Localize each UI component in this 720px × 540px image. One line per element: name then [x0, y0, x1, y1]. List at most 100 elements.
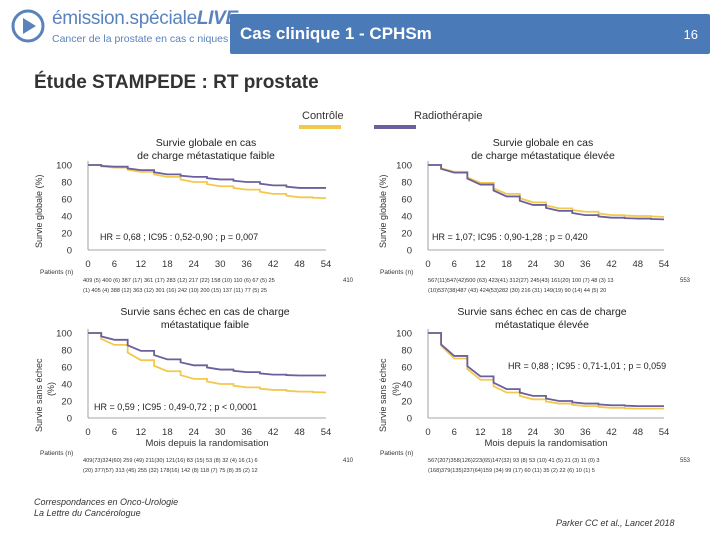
y-tick-label: 40 — [401, 380, 412, 391]
x-tick-label: 48 — [294, 259, 305, 270]
patients-row-radiotherapy: (1) 405 (4) 388 (12) 363 (12) 301 (16) 2… — [83, 288, 267, 294]
x-tick-label: 54 — [659, 427, 670, 438]
chart-title-line1: Survie globale en cas — [493, 137, 593, 149]
x-tick-label: 18 — [501, 427, 512, 438]
patients-label: Patients (n) — [40, 450, 73, 457]
chart-title-line2: métastatique faible — [161, 319, 249, 331]
hr-annotation: HR = 0,59 ; IC95 : 0,49-0,72 ; p < 0,000… — [94, 402, 257, 412]
footer-reference: Parker CC et al., Lancet 2018 — [556, 518, 675, 528]
footer-source-line1: Correspondances en Onco-Urologie — [34, 497, 179, 507]
slide-header: émission.spécialeLIVE Cancer de la prost… — [0, 0, 720, 60]
logo-subtitle: Cancer de la prostate en cas c niques — [52, 33, 229, 45]
patients-label: Patients (n) — [380, 450, 413, 457]
patients-row-control: 409 (5) 400 (6) 387 (17) 361 (17) 283 (1… — [83, 278, 275, 284]
chart-title-line2: de charge métastatique faible — [137, 150, 275, 162]
patients-total: 553 — [680, 458, 691, 464]
y-tick-label: 100 — [56, 329, 72, 340]
y-tick-label: 60 — [401, 363, 412, 374]
patients-label: Patients (n) — [380, 269, 413, 276]
x-tick-label: 0 — [425, 259, 430, 270]
chart-title-line2: de charge métastatique élevée — [471, 150, 615, 162]
series-line-radiotherapy — [428, 164, 665, 221]
chart-title-line1: Survie globale en cas — [156, 137, 256, 149]
x-tick-label: 12 — [136, 259, 147, 270]
x-tick-label: 0 — [425, 427, 430, 438]
x-tick-label: 54 — [321, 427, 332, 438]
y-tick-label: 60 — [61, 195, 72, 206]
x-tick-label: 54 — [321, 259, 332, 270]
logo-title: émission.spécialeLIVE — [52, 8, 238, 29]
hr-annotation: HR = 0,88 ; IC95 : 0,71-1,01 ; p = 0,059 — [508, 361, 666, 371]
x-tick-label: 6 — [452, 427, 457, 438]
x-tick-label: 36 — [241, 427, 252, 438]
x-tick-label: 42 — [268, 427, 279, 438]
chart-title-line2: métastatique élevée — [495, 319, 589, 331]
x-tick-label: 18 — [162, 427, 173, 438]
x-tick-label: 6 — [452, 259, 457, 270]
x-tick-label: 18 — [162, 259, 173, 270]
series-line-control — [88, 332, 327, 394]
y-tick-label: 60 — [401, 195, 412, 206]
y-tick-label: 40 — [61, 380, 72, 391]
y-tick-label: 0 — [67, 414, 72, 425]
y-tick-label: 20 — [401, 397, 412, 408]
footer-source-line2: La Lettre du Cancérologue — [34, 508, 141, 518]
x-tick-label: 24 — [188, 259, 199, 270]
legend-rt-label: Radiothérapie — [414, 110, 483, 122]
patients-row-radiotherapy: (10)537(38)487 (43) 424(53)282 (30) 216 … — [428, 288, 606, 294]
x-tick-label: 6 — [112, 259, 117, 270]
y-tick-label: 60 — [61, 363, 72, 374]
x-tick-label: 12 — [475, 427, 486, 438]
patients-row-radiotherapy: (168)379(135)237(64)159 (34) 99 (17) 60 … — [428, 468, 595, 474]
y-tick-label: 0 — [407, 246, 412, 257]
x-tick-label: 48 — [632, 427, 643, 438]
x-tick-label: 42 — [606, 427, 617, 438]
title-bar: Cas clinique 1 - CPHSm 16 — [230, 14, 710, 54]
x-axis-title: Mois depuis la randomisation — [145, 438, 268, 449]
x-axis-title: Mois depuis la randomisation — [484, 438, 607, 449]
patients-label: Patients (n) — [40, 269, 73, 276]
x-tick-label: 30 — [215, 427, 226, 438]
legend-control-line — [299, 125, 341, 129]
legend-control-label: Contrôle — [302, 110, 344, 122]
y-tick-label: 80 — [61, 178, 72, 189]
chart-title-line1: Survie sans échec en cas de charge — [120, 306, 289, 318]
x-tick-label: 48 — [632, 259, 643, 270]
series-line-radiotherapy — [428, 332, 664, 407]
x-tick-label: 18 — [501, 259, 512, 270]
series-line-control — [88, 164, 327, 200]
x-tick-label: 30 — [215, 259, 226, 270]
legend-rt-line — [374, 125, 416, 129]
series-line-radiotherapy — [88, 332, 326, 377]
y-tick-label: 80 — [61, 346, 72, 357]
x-tick-label: 42 — [606, 259, 617, 270]
y-tick-label: 100 — [56, 161, 72, 172]
x-tick-label: 12 — [136, 427, 147, 438]
patients-total: 553 — [680, 278, 691, 284]
y-tick-label: 40 — [61, 212, 72, 223]
patients-row-control: 409(73)324(60) 259 (49) 211(30) 121(16) … — [83, 458, 258, 464]
x-tick-label: 0 — [85, 427, 90, 438]
x-tick-label: 36 — [580, 427, 591, 438]
x-tick-label: 12 — [475, 259, 486, 270]
y-tick-label: 20 — [61, 229, 72, 240]
x-tick-label: 48 — [294, 427, 305, 438]
x-tick-label: 54 — [659, 259, 670, 270]
x-tick-label: 24 — [528, 427, 539, 438]
study-title: Étude STAMPEDE : RT prostate — [34, 72, 319, 93]
patients-row-control: 567(207)358(126)223(65)147(32) 93 (8) 53… — [428, 458, 600, 464]
slide-title: Cas clinique 1 - CPHSm — [240, 24, 432, 43]
patients-row-radiotherapy: (20) 377(57) 313 (45) 255 (32) 178(16) 1… — [83, 468, 258, 474]
x-tick-label: 0 — [85, 259, 90, 270]
y-tick-label: 0 — [407, 414, 412, 425]
x-tick-label: 36 — [241, 259, 252, 270]
patients-total: 410 — [343, 458, 354, 464]
page-number: 16 — [683, 27, 698, 42]
x-tick-label: 30 — [554, 259, 565, 270]
y-tick-label: 0 — [67, 246, 72, 257]
x-tick-label: 6 — [112, 427, 117, 438]
patients-total: 410 — [343, 278, 354, 284]
y-tick-label: 80 — [401, 346, 412, 357]
x-tick-label: 42 — [268, 259, 279, 270]
